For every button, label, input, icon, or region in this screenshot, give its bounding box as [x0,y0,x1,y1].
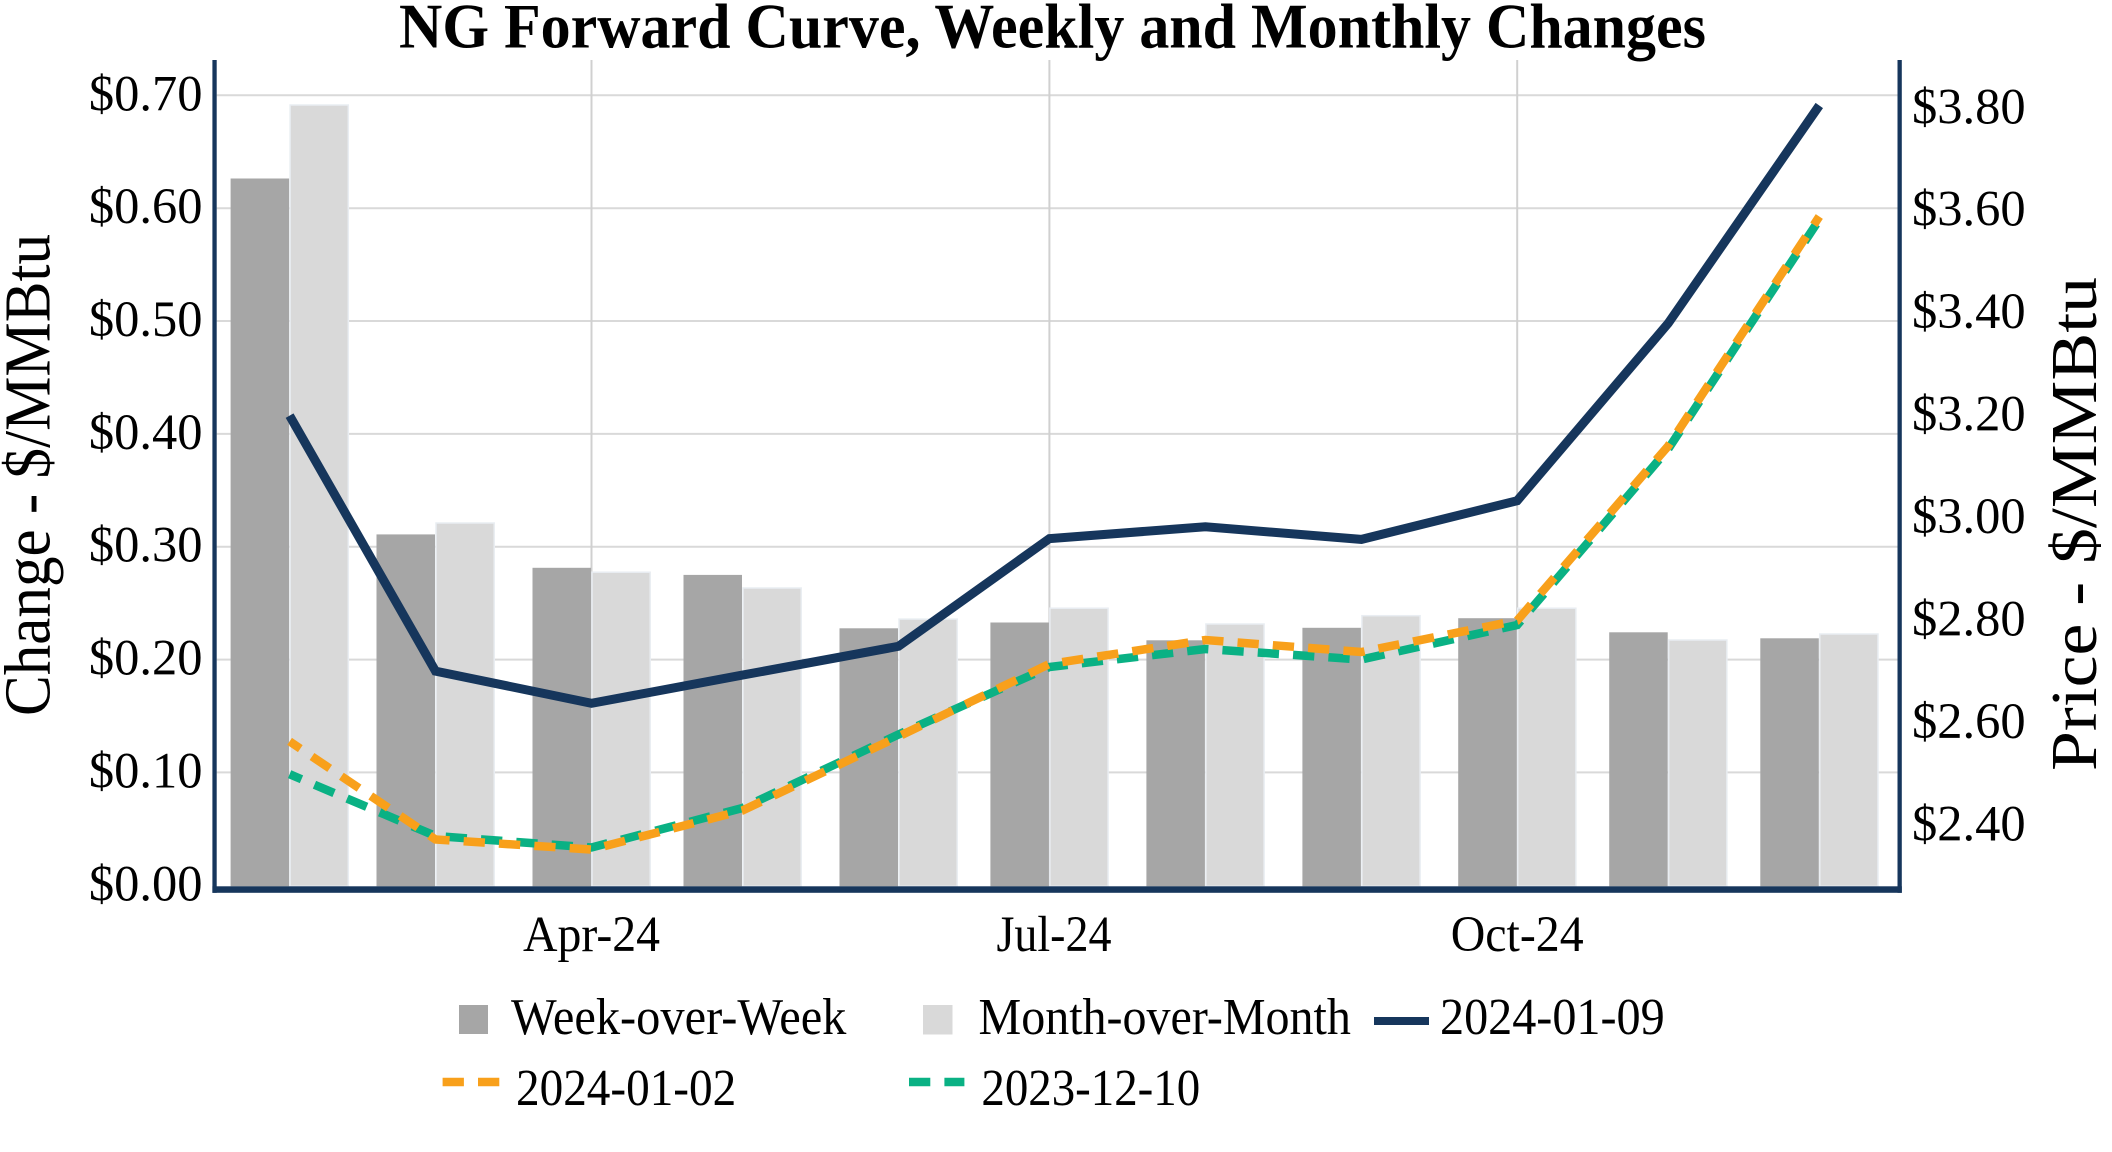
svg-text:$3.40: $3.40 [1912,283,2026,339]
svg-text:$3.80: $3.80 [1912,78,2026,134]
svg-text:Jul-24: Jul-24 [997,906,1112,962]
svg-text:Week-over-Week: Week-over-Week [511,989,846,1046]
svg-text:$2.40: $2.40 [1912,795,2026,851]
svg-text:$0.20: $0.20 [89,630,203,686]
svg-text:Month-over-Month: Month-over-Month [979,989,1351,1046]
svg-text:Change - $/MMBtu: Change - $/MMBtu [0,234,65,716]
svg-text:2023-12-10: 2023-12-10 [981,1060,1200,1117]
svg-text:$0.10: $0.10 [89,742,203,798]
svg-text:$0.00: $0.00 [89,855,203,911]
svg-text:$3.20: $3.20 [1912,386,2026,442]
svg-text:$3.00: $3.00 [1912,488,2026,544]
svg-text:$2.60: $2.60 [1912,693,2026,749]
svg-text:$3.60: $3.60 [1912,181,2026,237]
svg-text:Oct-24: Oct-24 [1451,906,1584,962]
svg-text:$0.60: $0.60 [89,178,203,234]
svg-text:$2.80: $2.80 [1912,590,2026,646]
svg-text:Price - $/MMBtu: Price - $/MMBtu [2038,277,2111,771]
svg-text:$0.70: $0.70 [89,65,203,121]
svg-text:Apr-24: Apr-24 [523,906,660,962]
svg-text:2024-01-09: 2024-01-09 [1440,989,1665,1046]
svg-text:NG Forward Curve, Weekly and M: NG Forward Curve, Weekly and Monthly Cha… [399,0,1706,62]
svg-text:$0.40: $0.40 [89,404,203,460]
svg-text:$0.50: $0.50 [89,291,203,347]
svg-text:2024-01-02: 2024-01-02 [516,1060,736,1117]
svg-text:$0.30: $0.30 [89,517,203,573]
